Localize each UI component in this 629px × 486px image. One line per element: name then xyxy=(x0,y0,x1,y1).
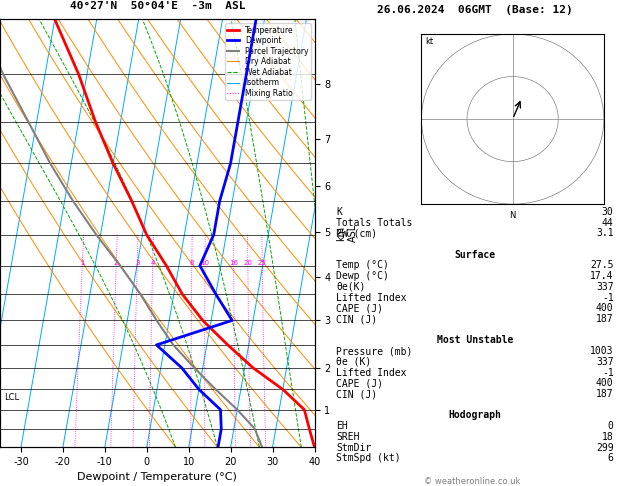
Text: 1: 1 xyxy=(80,260,84,266)
Text: 18: 18 xyxy=(602,432,614,442)
Text: 3.1: 3.1 xyxy=(596,228,614,238)
Text: 40°27'N  50°04'E  -3m  ASL: 40°27'N 50°04'E -3m ASL xyxy=(69,1,245,11)
Text: 1003: 1003 xyxy=(590,346,614,356)
Text: 16: 16 xyxy=(229,260,238,266)
Text: StmDir: StmDir xyxy=(337,443,372,452)
Text: θe (K): θe (K) xyxy=(337,357,372,367)
Text: kt: kt xyxy=(425,37,433,47)
Text: 400: 400 xyxy=(596,303,614,313)
X-axis label: Dewpoint / Temperature (°C): Dewpoint / Temperature (°C) xyxy=(77,472,237,483)
Text: 299: 299 xyxy=(596,443,614,452)
Text: Lifted Index: Lifted Index xyxy=(337,293,407,303)
Text: Most Unstable: Most Unstable xyxy=(437,335,513,346)
Text: CAPE (J): CAPE (J) xyxy=(337,303,383,313)
Text: 4: 4 xyxy=(150,260,155,266)
Text: Dewp (°C): Dewp (°C) xyxy=(337,271,389,281)
Text: 8: 8 xyxy=(189,260,194,266)
Text: Hodograph: Hodograph xyxy=(448,411,501,420)
Text: 44: 44 xyxy=(602,218,614,227)
Legend: Temperature, Dewpoint, Parcel Trajectory, Dry Adiabat, Wet Adiabat, Isotherm, Mi: Temperature, Dewpoint, Parcel Trajectory… xyxy=(225,23,311,100)
Text: Lifted Index: Lifted Index xyxy=(337,367,407,378)
Text: θe(K): θe(K) xyxy=(337,282,365,292)
Text: 30: 30 xyxy=(602,207,614,217)
Text: CIN (J): CIN (J) xyxy=(337,314,377,324)
Text: 337: 337 xyxy=(596,282,614,292)
Text: -1: -1 xyxy=(602,367,614,378)
Text: CAPE (J): CAPE (J) xyxy=(337,378,383,388)
Text: Surface: Surface xyxy=(454,250,496,260)
Text: 27.5: 27.5 xyxy=(590,260,614,271)
Text: 6: 6 xyxy=(608,453,614,463)
Text: 3: 3 xyxy=(135,260,140,266)
Text: 187: 187 xyxy=(596,314,614,324)
Text: 2: 2 xyxy=(114,260,118,266)
Text: © weatheronline.co.uk: © weatheronline.co.uk xyxy=(423,477,520,486)
Text: 187: 187 xyxy=(596,389,614,399)
Text: 337: 337 xyxy=(596,357,614,367)
Text: PW (cm): PW (cm) xyxy=(337,228,377,238)
Text: StmSpd (kt): StmSpd (kt) xyxy=(337,453,401,463)
Text: 10: 10 xyxy=(201,260,209,266)
Text: 26.06.2024  06GMT  (Base: 12): 26.06.2024 06GMT (Base: 12) xyxy=(377,5,573,15)
Text: CIN (J): CIN (J) xyxy=(337,389,377,399)
Text: LCL: LCL xyxy=(4,393,19,402)
Text: 20: 20 xyxy=(243,260,252,266)
Text: -1: -1 xyxy=(602,293,614,303)
Y-axis label: km
ASL: km ASL xyxy=(336,224,358,243)
Text: Temp (°C): Temp (°C) xyxy=(337,260,389,271)
Text: 0: 0 xyxy=(608,421,614,431)
Text: 25: 25 xyxy=(258,260,267,266)
Text: EH: EH xyxy=(337,421,348,431)
Text: 400: 400 xyxy=(596,378,614,388)
Text: K: K xyxy=(337,207,342,217)
Text: N: N xyxy=(509,211,516,220)
Text: SREH: SREH xyxy=(337,432,360,442)
Text: Pressure (mb): Pressure (mb) xyxy=(337,346,413,356)
Text: Totals Totals: Totals Totals xyxy=(337,218,413,227)
Text: 17.4: 17.4 xyxy=(590,271,614,281)
